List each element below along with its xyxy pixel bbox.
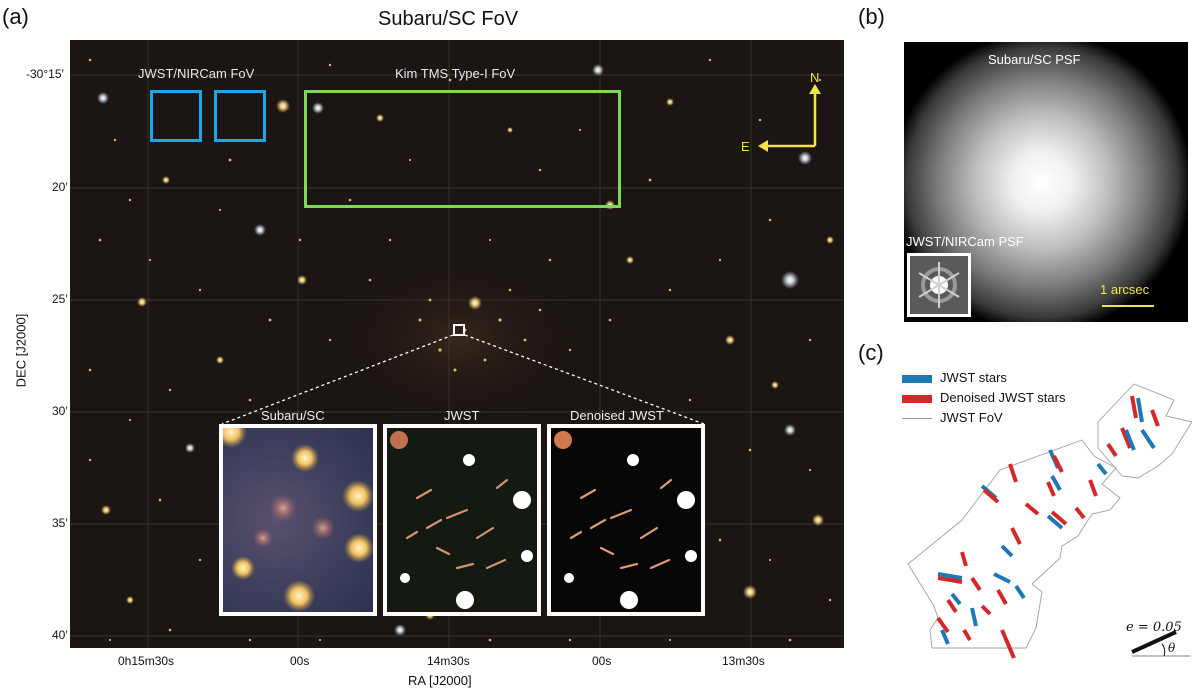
legend-swatch-denoised: [902, 395, 932, 403]
legend-jwst-stars: JWST stars: [940, 370, 1007, 385]
jwst-fov-box-2: [214, 90, 266, 142]
inset-subaru-title: Subaru/SC: [261, 408, 325, 423]
compass-east: E: [741, 139, 750, 154]
panel-b-label: (b): [858, 4, 885, 29]
inset-jwst: [383, 424, 541, 616]
ra-tick-1: 0h15m30s: [118, 654, 175, 668]
inset-jwst-title: JWST: [444, 408, 480, 423]
scale-whisker: [1131, 630, 1177, 654]
ra-tick-5: 13m30s: [722, 654, 765, 668]
panel-a-title: Subaru/SC FoV: [378, 8, 519, 30]
dec-tick-6: 40′: [52, 628, 68, 642]
jwst-fov-label: JWST/NIRCam FoV: [138, 66, 255, 81]
jwst-psf-star: [918, 262, 960, 308]
cluster-zoom-box: [453, 324, 465, 336]
psf-panel: Subaru/SC PSF JWST/NIRCam PSF 1 arcsec: [904, 42, 1188, 322]
fov-outline: [907, 439, 1121, 649]
inset-subaru: [219, 424, 377, 616]
zoom-lines: [221, 334, 705, 425]
legend-swatch-fov: [902, 418, 932, 419]
legend-swatch-jwst: [902, 375, 932, 383]
dec-axis-label: DEC [J2000]: [13, 313, 29, 388]
kim-fov-box: [304, 90, 621, 208]
dec-tick-1: -30°15′: [26, 67, 64, 81]
compass: [758, 84, 821, 152]
subaru-psf-image: [904, 42, 1188, 322]
dec-tick-4: 30′: [52, 404, 68, 418]
dec-tick-2: 20′: [52, 180, 68, 194]
sky-field: [70, 40, 844, 648]
fov-outline-2: [1097, 383, 1192, 479]
kim-fov-label: Kim TMS Type-I FoV: [395, 66, 516, 81]
legend-jwst-fov: JWST FoV: [940, 410, 1003, 425]
ra-tick-3: 14m30s: [427, 654, 470, 668]
ellipticity-map: [907, 383, 1192, 659]
subaru-psf-label: Subaru/SC PSF: [988, 52, 1081, 67]
panel-a-label: (a): [2, 4, 29, 29]
legend-denoised-stars: Denoised JWST stars: [940, 390, 1066, 405]
compass-north: N: [810, 70, 820, 85]
inset-denoised-title: Denoised JWST: [570, 408, 664, 423]
ra-tick-2: 00s: [290, 654, 310, 668]
jwst-psf-label: JWST/NIRCam PSF: [906, 234, 1024, 249]
legend: JWST stars Denoised JWST stars JWST FoV: [902, 370, 1102, 432]
ra-axis-label: RA [J2000]: [408, 673, 472, 688]
jwst-psf-image: [907, 253, 971, 317]
jwst-fov-box-1: [150, 90, 202, 142]
psf-scale-bar: [1102, 305, 1154, 307]
ra-tick-4: 00s: [592, 654, 612, 668]
dec-tick-5: 35′: [52, 516, 68, 530]
angle-label: θ: [1168, 641, 1176, 655]
angle-arc: [1161, 643, 1166, 657]
inset-denoised-sources: [554, 431, 697, 609]
dec-tick-3: 25′: [52, 292, 68, 306]
inset-subaru-blobs: [223, 428, 373, 612]
panel-c-label: (c): [858, 340, 884, 365]
scale-whisker-label: e = 0.05: [1126, 620, 1182, 635]
inset-denoised-jwst: [547, 424, 705, 616]
psf-scale-label: 1 arcsec: [1100, 282, 1150, 297]
inset-jwst-sources: [390, 431, 533, 609]
